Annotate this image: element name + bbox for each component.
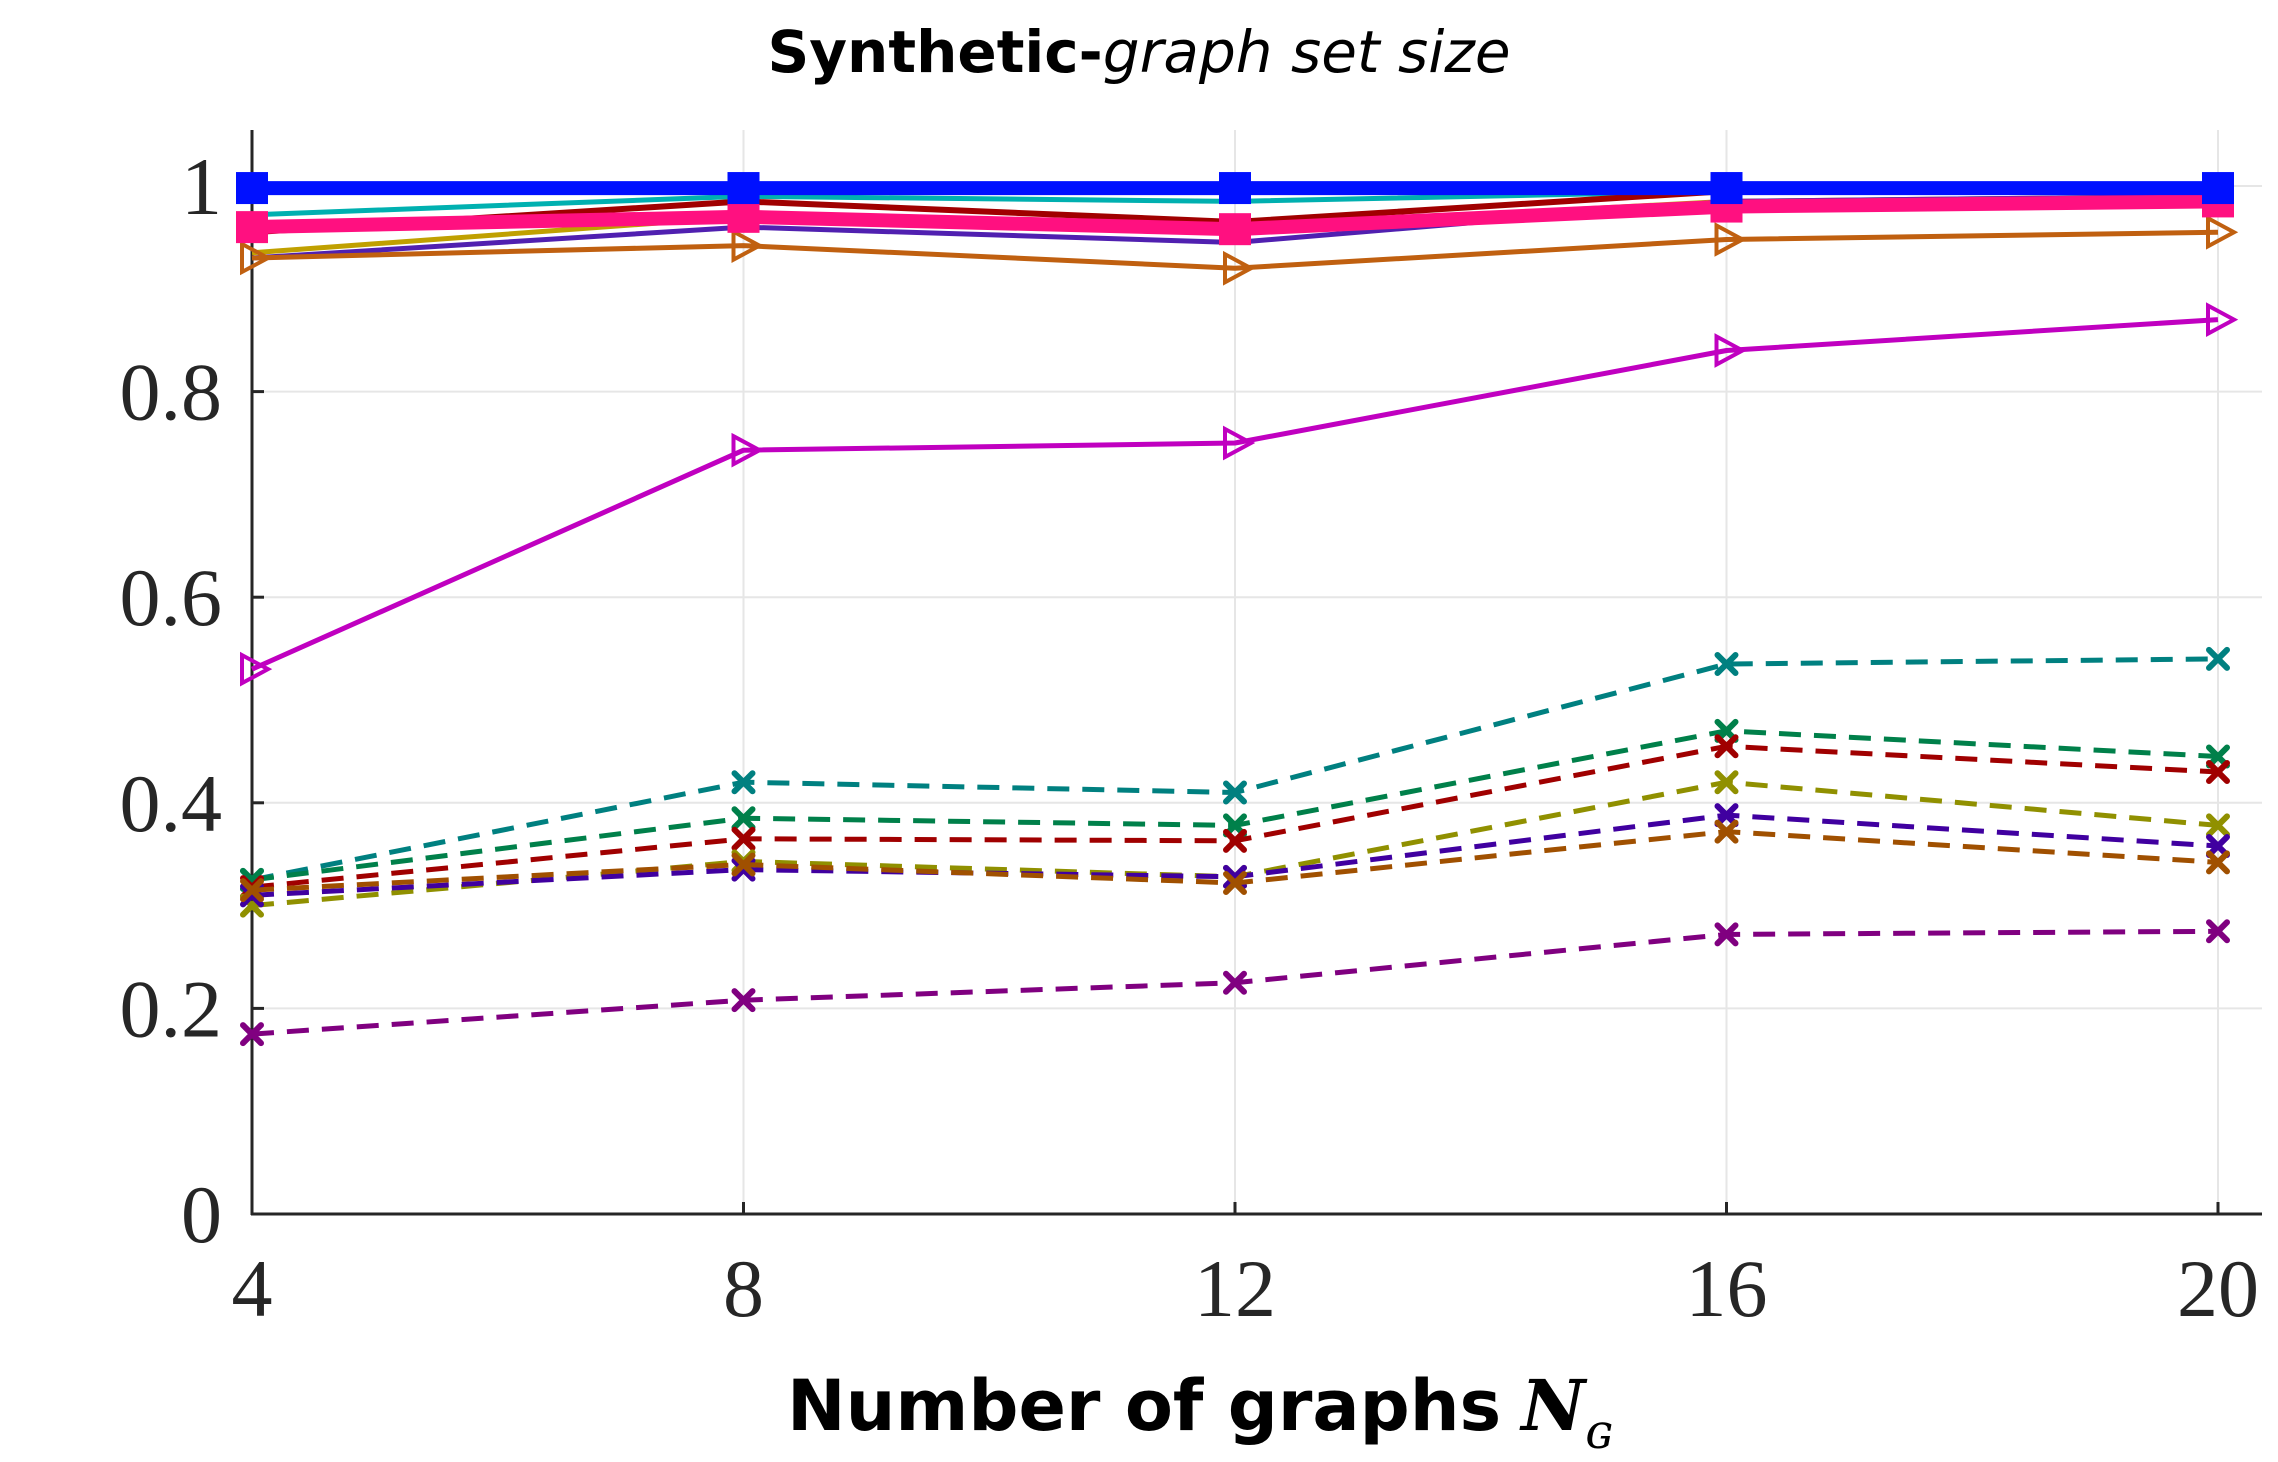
data-point-solid-blue-square-3	[1710, 172, 1743, 205]
y-tick-label-3: 0.6	[120, 552, 223, 643]
series-line-solid-magenta-tri	[250, 317, 2219, 672]
x-tick-label-1: 8	[723, 1243, 764, 1334]
chart-title-bold: Synthetic-	[767, 18, 1102, 86]
chart-title: Synthetic-graph set size	[767, 18, 1510, 86]
x-axis-label: Number of graphs Nɢ	[787, 1364, 1613, 1460]
series-layer	[236, 172, 2239, 1047]
data-point-dashed-teal-1	[731, 770, 756, 795]
data-point-solid-orange-tri-1	[731, 228, 764, 263]
data-point-dashed-brown-0	[240, 878, 264, 903]
x-axis-label-symbol: N	[1519, 1364, 1588, 1447]
data-point-solid-orange-tri-2	[1223, 250, 1256, 286]
data-point-solid-blue-square-2	[1219, 172, 1251, 205]
series-dashed-purple	[240, 919, 2230, 1047]
series-dashed-brown	[240, 819, 2230, 903]
y-tick-label-0: 0	[181, 1169, 222, 1260]
data-point-dashed-purple-3	[1714, 922, 1739, 947]
data-point-solid-blue-square-4	[2202, 172, 2234, 205]
data-point-dashed-darkred-4	[2206, 759, 2230, 784]
data-point-dashed-teal-3	[1714, 652, 1739, 677]
axes	[250, 130, 2262, 1216]
data-point-solid-blue-square-0	[236, 172, 268, 205]
x-tick-label-0: 4	[232, 1243, 273, 1334]
data-point-solid-pink-square-0	[236, 211, 268, 244]
data-point-solid-orange-tri-0	[240, 240, 273, 276]
data-point-dashed-olive-3	[1714, 770, 1739, 795]
data-point-dashed-brown-1	[731, 852, 756, 877]
data-point-dashed-teal-4	[2206, 646, 2230, 671]
data-point-dashed-purple-1	[731, 988, 756, 1013]
data-point-dashed-olive-4	[2206, 813, 2230, 838]
series-solid-magenta-tri	[240, 302, 2239, 687]
data-point-solid-magenta-tri-4	[2206, 302, 2239, 337]
y-tick-label-1: 0.2	[120, 963, 223, 1054]
series-solid-blue-square	[236, 172, 2234, 205]
data-point-solid-pink-square-2	[1219, 213, 1251, 246]
data-point-solid-magenta-tri-2	[1223, 425, 1256, 461]
data-point-dashed-darkred-1	[731, 826, 756, 851]
data-point-dashed-indigo-3	[1714, 803, 1739, 828]
y-tick-label-4: 0.8	[120, 347, 223, 438]
data-point-dashed-darkred-2	[1223, 828, 1247, 853]
data-point-dashed-purple-4	[2206, 919, 2230, 944]
data-point-dashed-purple-0	[240, 1022, 264, 1047]
grid-lines	[251, 130, 2262, 1215]
data-point-dashed-indigo-4	[2206, 833, 2230, 858]
x-axis-label-subscript: ɢ	[1585, 1404, 1613, 1460]
x-tick-label-4: 20	[2177, 1243, 2259, 1334]
x-tick-label-3: 16	[1686, 1243, 1768, 1334]
chart-title-italic: graph set size	[1103, 18, 1511, 86]
data-point-solid-blue-square-1	[727, 172, 760, 205]
data-point-dashed-brown-4	[2206, 850, 2230, 875]
x-tick-label-2: 12	[1194, 1243, 1276, 1334]
series-line-solid-orange-tri	[251, 229, 2219, 271]
data-point-dashed-brown-2	[1223, 870, 1247, 895]
data-point-solid-magenta-tri-1	[731, 432, 764, 468]
y-tick-label-5: 1	[181, 141, 222, 232]
y-tick-label-2: 0.4	[120, 758, 223, 849]
data-point-dashed-darkred-3	[1714, 734, 1739, 759]
data-point-dashed-brown-3	[1714, 819, 1739, 844]
data-point-solid-magenta-tri-0	[240, 651, 273, 687]
x-axis-label-text: Number of graphs	[787, 1365, 1501, 1447]
data-point-solid-magenta-tri-3	[1714, 333, 1747, 368]
series-solid-pink-square	[236, 185, 2234, 246]
data-point-solid-pink-square-1	[727, 200, 760, 233]
data-point-solid-orange-tri-4	[2206, 214, 2239, 250]
data-point-dashed-teal-2	[1223, 780, 1247, 805]
series-solid-orange-tri	[240, 214, 2239, 286]
tick-labels: 4 8 12 16 20 0 0.2 0.4 0.6 0.8 1	[120, 141, 2260, 1334]
data-point-dashed-green-1	[731, 806, 756, 831]
data-point-solid-orange-tri-3	[1714, 222, 1747, 257]
data-point-dashed-purple-2	[1223, 970, 1247, 995]
